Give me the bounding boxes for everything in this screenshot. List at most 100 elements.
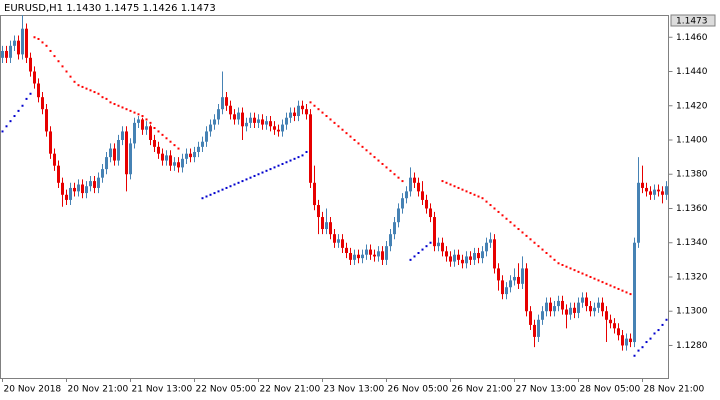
sar-dot: [633, 354, 636, 357]
candle-body: [121, 131, 124, 140]
sar-dot: [545, 252, 548, 255]
candle-body: [297, 105, 300, 117]
sar-dot: [489, 204, 492, 207]
candle-body: [601, 302, 604, 312]
sar-dot: [549, 255, 552, 258]
candle-body: [545, 302, 548, 312]
sar-dot: [553, 258, 556, 261]
candle-body: [285, 117, 288, 125]
candle-body: [385, 246, 388, 260]
sar-dot: [205, 195, 208, 198]
x-tick-label: 26 Nov 21:00: [452, 385, 513, 395]
sar-dot: [401, 180, 404, 183]
sar-dot: [45, 44, 48, 47]
sar-dot: [233, 183, 236, 186]
sar-dot: [469, 192, 472, 195]
candle-body: [529, 311, 532, 325]
candle-body: [489, 239, 492, 243]
candle-body: [277, 129, 280, 132]
candle-body: [321, 217, 324, 230]
sar-dot: [101, 96, 104, 99]
sar-dot: [569, 267, 572, 270]
candle-body: [1, 50, 4, 58]
y-tick-label: 1.1460: [676, 33, 708, 43]
candle-body: [209, 124, 212, 132]
sar-dot: [261, 171, 264, 174]
x-tick-label: 22 Nov 21:00: [260, 385, 321, 395]
candle-body: [641, 182, 644, 188]
candle-body: [565, 309, 568, 315]
candle-body: [449, 256, 452, 262]
y-tick-label: 1.1400: [676, 135, 708, 145]
candle-body: [41, 97, 44, 110]
candle-body: [625, 338, 628, 346]
y-tick-label: 1.1380: [676, 170, 708, 180]
sar-dot: [505, 217, 508, 220]
sar-dot: [173, 144, 176, 147]
candle-body: [585, 297, 588, 307]
candle-body: [509, 280, 512, 288]
sar-dot: [249, 176, 252, 179]
sar-dot: [21, 104, 24, 107]
candle-body: [249, 117, 252, 123]
candle-body: [413, 177, 416, 183]
candle-body: [581, 297, 584, 303]
sar-dot: [97, 92, 100, 95]
sar-dot: [557, 262, 560, 265]
sar-dot: [73, 80, 76, 83]
candle-body: [61, 182, 64, 195]
candle-body: [437, 242, 440, 247]
sar-dot: [65, 70, 68, 73]
candle-body: [505, 287, 508, 295]
sar-dot: [81, 85, 84, 88]
candle-body: [17, 40, 20, 55]
y-tick-label: 1.1360: [676, 204, 708, 214]
sar-dot: [225, 186, 228, 189]
sar-dot: [605, 282, 608, 285]
candle-body: [173, 162, 176, 166]
sar-dot: [9, 120, 12, 123]
sar-dot: [237, 181, 240, 184]
candle-body: [561, 300, 564, 310]
x-tick-label: 28 Nov 05:00: [580, 385, 641, 395]
sar-dot: [485, 200, 488, 203]
candle-body: [165, 155, 168, 161]
candle-body: [21, 28, 24, 55]
candle-body: [45, 109, 48, 132]
candle-body: [65, 194, 68, 200]
sar-dot: [613, 286, 616, 289]
x-tick-label: 21 Nov 13:00: [132, 385, 193, 395]
candle-body: [205, 131, 208, 142]
sar-dot: [29, 92, 32, 95]
candle-body: [193, 151, 196, 158]
candle-body: [153, 139, 156, 147]
candle-body: [453, 254, 456, 262]
sar-dot: [269, 168, 272, 171]
sar-dot: [257, 173, 260, 176]
candle-body: [365, 249, 368, 255]
sar-dot: [453, 185, 456, 188]
sar-dot: [513, 224, 516, 227]
sar-dot: [157, 130, 160, 133]
sar-dot: [265, 169, 268, 172]
sar-dot: [477, 195, 480, 198]
sar-dot: [449, 183, 452, 186]
candle-body: [633, 242, 636, 343]
candle-body: [665, 186, 668, 195]
candle-body: [353, 254, 356, 260]
sar-dot: [305, 150, 308, 153]
sar-dot: [53, 55, 56, 58]
sar-dot: [525, 234, 528, 237]
candle-body: [161, 153, 164, 161]
candle-body: [393, 222, 396, 235]
x-tick-label: 22 Nov 05:00: [196, 385, 257, 395]
sar-dot: [601, 281, 604, 284]
candle-body: [241, 112, 244, 127]
sar-dot: [241, 180, 244, 183]
sar-dot: [89, 89, 92, 92]
candle-body: [481, 251, 484, 259]
plot-frame: [0, 15, 669, 379]
candle-body: [521, 268, 524, 284]
candle-body: [325, 222, 328, 230]
